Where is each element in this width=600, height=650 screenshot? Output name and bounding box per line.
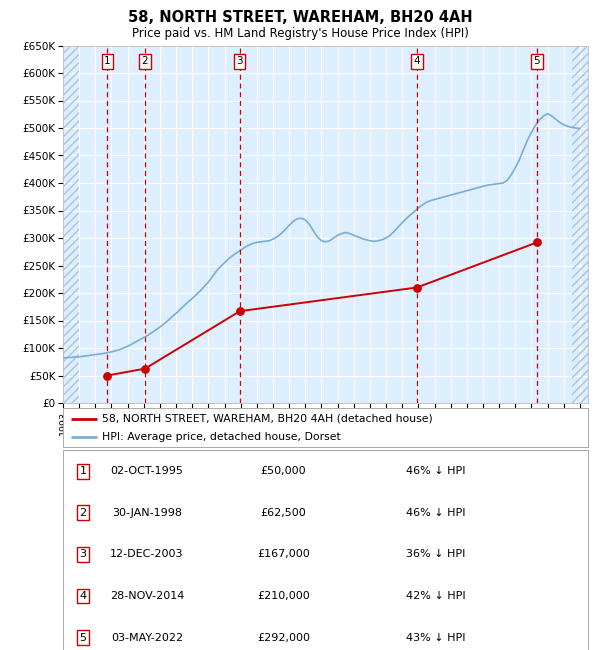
Text: £292,000: £292,000	[257, 632, 310, 643]
Text: 4: 4	[413, 56, 420, 66]
Text: 4: 4	[79, 591, 86, 601]
Text: 3: 3	[79, 549, 86, 560]
Text: 5: 5	[79, 632, 86, 643]
Text: 03-MAY-2022: 03-MAY-2022	[111, 632, 183, 643]
Text: 12-DEC-2003: 12-DEC-2003	[110, 549, 184, 560]
Text: 5: 5	[533, 56, 540, 66]
Text: Price paid vs. HM Land Registry's House Price Index (HPI): Price paid vs. HM Land Registry's House …	[131, 27, 469, 40]
Text: 58, NORTH STREET, WAREHAM, BH20 4AH: 58, NORTH STREET, WAREHAM, BH20 4AH	[128, 10, 472, 25]
Text: £167,000: £167,000	[257, 549, 310, 560]
Point	[235, 306, 245, 317]
Text: £62,500: £62,500	[260, 508, 307, 518]
Text: HPI: Average price, detached house, Dorset: HPI: Average price, detached house, Dors…	[103, 432, 341, 441]
Text: £50,000: £50,000	[260, 466, 307, 476]
Text: 46% ↓ HPI: 46% ↓ HPI	[406, 508, 466, 518]
Text: 30-JAN-1998: 30-JAN-1998	[112, 508, 182, 518]
Point	[532, 237, 542, 248]
Text: 58, NORTH STREET, WAREHAM, BH20 4AH (detached house): 58, NORTH STREET, WAREHAM, BH20 4AH (det…	[103, 414, 433, 424]
Point	[103, 370, 112, 381]
Point	[412, 282, 422, 293]
Text: 2: 2	[79, 508, 86, 518]
Text: 02-OCT-1995: 02-OCT-1995	[110, 466, 184, 476]
Text: 43% ↓ HPI: 43% ↓ HPI	[406, 632, 466, 643]
Text: 2: 2	[142, 56, 148, 66]
Text: £210,000: £210,000	[257, 591, 310, 601]
Text: 36% ↓ HPI: 36% ↓ HPI	[406, 549, 466, 560]
Text: 28-NOV-2014: 28-NOV-2014	[110, 591, 184, 601]
Bar	[572, 46, 588, 403]
Bar	[63, 46, 79, 403]
Text: 3: 3	[236, 56, 243, 66]
Text: 1: 1	[104, 56, 111, 66]
Text: 42% ↓ HPI: 42% ↓ HPI	[406, 591, 466, 601]
Text: 1: 1	[79, 466, 86, 476]
Point	[140, 363, 150, 374]
Text: 46% ↓ HPI: 46% ↓ HPI	[406, 466, 466, 476]
